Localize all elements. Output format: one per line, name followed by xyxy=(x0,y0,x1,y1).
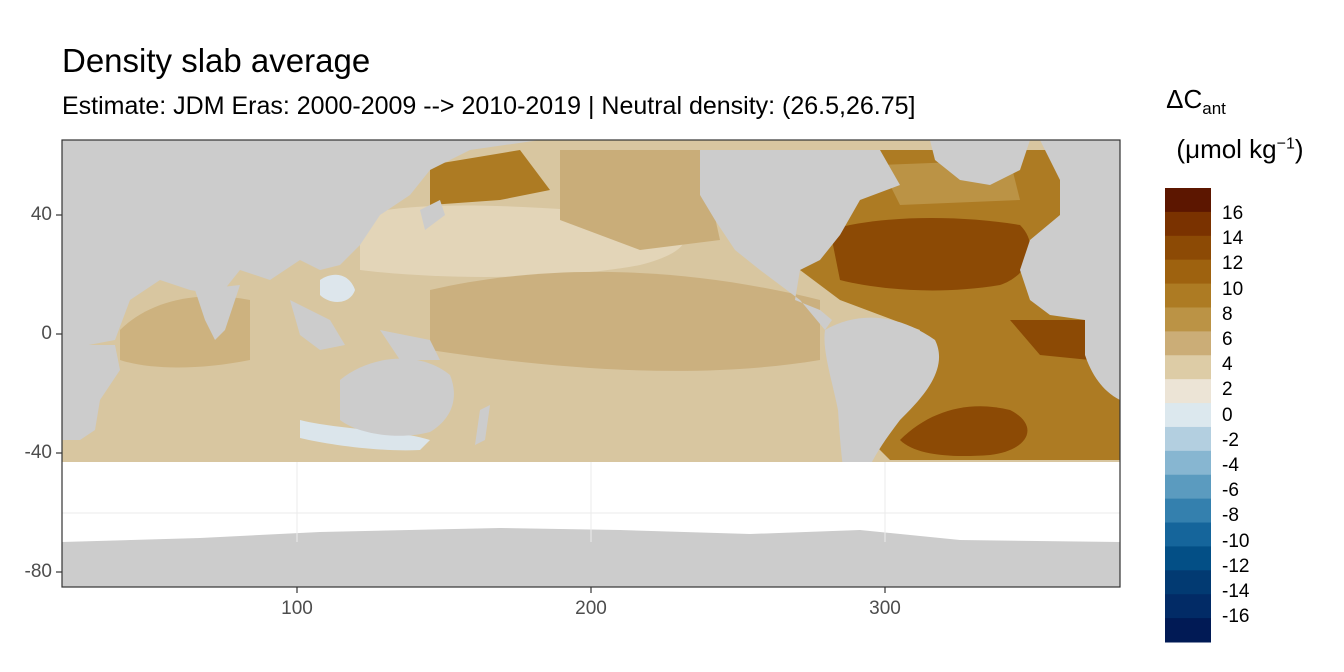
legend-label: 10 xyxy=(1222,278,1244,300)
legend-color-step xyxy=(1165,259,1211,285)
legend-colorbar xyxy=(1165,188,1211,643)
map-title: Density slab average xyxy=(62,42,371,79)
legend-color-step xyxy=(1165,379,1211,404)
y-tick-label: 40 xyxy=(30,204,52,225)
map-panel xyxy=(62,140,1120,587)
pale-spot-indonesia xyxy=(320,274,355,302)
map-subtitle: Estimate: JDM Eras: 2000-2009 --> 2010-2… xyxy=(62,92,916,120)
legend-label: 12 xyxy=(1222,253,1244,275)
central-pacific-band xyxy=(430,271,820,371)
legend-label: -10 xyxy=(1222,530,1250,552)
south-atlantic-dark-gyre xyxy=(900,406,1028,457)
legend-label: -4 xyxy=(1222,455,1239,476)
legend-color-step xyxy=(1165,331,1211,356)
land-new-guinea xyxy=(380,330,440,360)
land-japan xyxy=(420,200,445,230)
legend-label: 16 xyxy=(1222,203,1244,224)
land-north-america xyxy=(700,150,900,330)
x-tick-label: 100 xyxy=(281,598,313,619)
legend-color-step xyxy=(1165,403,1211,428)
kuroshio-dark-patch xyxy=(430,150,550,205)
legend-label: 4 xyxy=(1222,354,1233,376)
land-antarctica xyxy=(62,528,1120,587)
land-india xyxy=(195,285,240,340)
legend-color-step xyxy=(1165,522,1211,547)
legend-title-symbol: ΔCant xyxy=(1166,84,1226,119)
legend-label: 2 xyxy=(1222,379,1233,401)
legend-color-step xyxy=(1165,283,1211,308)
legend-color-step xyxy=(1165,498,1211,524)
land-south-america xyxy=(824,317,940,495)
land-new-zealand xyxy=(475,405,490,445)
north-pacific-band xyxy=(560,150,720,250)
legend-label: 14 xyxy=(1222,228,1244,250)
y-tick-label: 0 xyxy=(41,323,52,344)
legend-color-step xyxy=(1165,594,1211,619)
y-tick-label: -80 xyxy=(24,561,52,582)
legend-color-step xyxy=(1165,450,1211,476)
legend-color-step xyxy=(1165,307,1211,332)
axis-ticks xyxy=(56,214,886,593)
land-greenland xyxy=(930,140,1030,185)
land-europe-africa xyxy=(1020,140,1120,400)
land-africa-east xyxy=(62,345,120,440)
legend-label: -16 xyxy=(1222,606,1250,628)
legend-color-step xyxy=(1165,355,1211,380)
gulf-of-guinea-dark xyxy=(1010,320,1090,360)
legend-label: 0 xyxy=(1222,404,1233,426)
land-eurasia xyxy=(62,140,540,350)
grid-lines xyxy=(62,462,1120,542)
land-australia xyxy=(340,358,454,436)
legend-color-step xyxy=(1165,546,1211,571)
legend-label: -14 xyxy=(1222,581,1250,602)
y-tick-label: -40 xyxy=(24,442,52,463)
legend-label: -6 xyxy=(1222,480,1239,502)
pale-spot-australia xyxy=(300,420,430,451)
legend-label: -2 xyxy=(1222,429,1239,451)
legend-color-step xyxy=(1165,570,1211,595)
legend-color-step xyxy=(1165,474,1211,500)
legend-label: -8 xyxy=(1222,505,1239,527)
legend-label: 8 xyxy=(1222,303,1233,325)
legend-color-step xyxy=(1165,188,1211,213)
legend-color-step xyxy=(1165,618,1211,643)
legend-title-unit: (μmol kg−1) xyxy=(1176,134,1304,164)
x-tick-label: 200 xyxy=(575,598,607,619)
north-atlantic-dark-gyre xyxy=(830,218,1031,291)
legend-label: -12 xyxy=(1222,555,1250,577)
legend-label: 6 xyxy=(1222,329,1233,350)
legend-color-step xyxy=(1165,211,1211,237)
legend-color-step xyxy=(1165,426,1211,452)
x-tick-label: 300 xyxy=(869,598,901,619)
legend-color-step xyxy=(1165,235,1211,261)
land-sumatra-borneo xyxy=(290,300,345,350)
